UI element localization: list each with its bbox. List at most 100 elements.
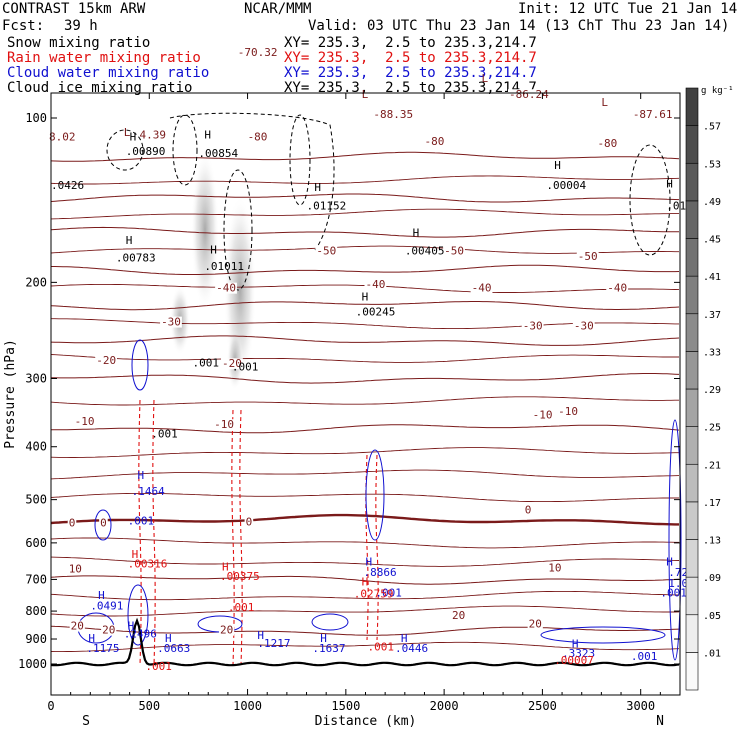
extremum-marker: H (366, 555, 373, 568)
value-label: .00890 (126, 145, 166, 158)
label-backing (99, 517, 108, 529)
label-backing (576, 250, 599, 262)
temperature-contour-minor (50, 537, 679, 549)
extremum-marker: H (126, 234, 133, 247)
x-tick-label: 2500 (528, 699, 557, 713)
y-tick-label: 400 (25, 440, 47, 454)
extremum-marker: H (401, 632, 408, 645)
temperature-label: 20 (102, 624, 115, 637)
label-backing (219, 624, 235, 636)
colorbar-level-label: .09 (703, 573, 721, 584)
label-backing (423, 135, 446, 147)
valid-time: Valid: 03 UTC Thu 23 Jan 14 (13 ChT Thu … (308, 18, 730, 34)
temperature-label: -40 (472, 282, 492, 295)
y-tick-label: 100 (25, 111, 47, 125)
extremum-marker: H (362, 575, 369, 588)
extremum-marker: H (132, 548, 139, 561)
center-label: NCAR/MMM (244, 1, 312, 17)
y-tick-label: 300 (25, 372, 47, 386)
ice-contour (106, 129, 144, 171)
value-label: .1464 (132, 485, 165, 498)
temperature-label: 0 (246, 516, 253, 529)
value-label: .0426 (51, 179, 84, 192)
temperature-label: 20 (220, 624, 233, 637)
cloud-water-contour (365, 449, 385, 541)
colorbar-segment (685, 200, 699, 239)
temperature-label: 0 (525, 503, 532, 516)
colorbar-level-label: .45 (703, 235, 721, 246)
x-tick-label: 1500 (331, 699, 360, 713)
contour-labels: -70.32 -88.35 -86.24 -87.61 -80 -80 -80 -50 -50 -… (49, 46, 695, 673)
temperature-contour-minor (50, 605, 680, 617)
label-backing (572, 320, 595, 332)
label-backing (507, 89, 550, 101)
temperature-label: -30 (161, 316, 181, 329)
temperature-contour--60 (50, 226, 679, 238)
temperature-label: 20 (529, 617, 542, 630)
y-tick-label: 500 (25, 493, 47, 507)
legend-cloud-water-xy: XY= 235.3, 2.5 to 235.3,214.7 (284, 65, 537, 81)
value-label: 8.02 (49, 131, 76, 144)
rain-contour (152, 399, 156, 666)
label-backing (215, 282, 237, 294)
value-label: .00245 (356, 306, 396, 319)
ice-contour (223, 169, 253, 291)
colorbar-segment (685, 351, 699, 390)
temperature-label: -80 (424, 135, 444, 148)
temperature-contour-minor (50, 354, 679, 363)
cloud-water-contour (127, 584, 149, 646)
x-tick-label: 3000 (626, 699, 655, 713)
value-label: .2496 (124, 628, 157, 641)
y-tick-label: 600 (25, 536, 47, 550)
colorbar-level-label: .33 (703, 347, 721, 358)
colorbar-level-label: .21 (703, 460, 721, 471)
extremum-marker: H (314, 181, 321, 194)
value-label: .001 (631, 650, 658, 663)
temperature-contour--20 (50, 373, 680, 384)
cloud-water-contour (311, 613, 349, 631)
label-backing (160, 316, 182, 328)
label-backing (213, 419, 235, 431)
x-tick-label: 1000 (233, 699, 262, 713)
colorbar-segment (685, 463, 699, 503)
temperature-contour-minor (50, 175, 680, 185)
extremum-marker: H (165, 632, 172, 645)
extremum-marker: H (210, 243, 217, 256)
value-label: .00007 (554, 654, 594, 667)
temperature-contour--70 (50, 193, 680, 203)
ice-contour (629, 144, 671, 256)
extremum-marker: H (204, 128, 211, 141)
value-label: .001 (228, 601, 255, 614)
label-backing (364, 279, 387, 291)
temperature-label: 10 (548, 562, 561, 575)
value-label: .001 (660, 586, 687, 599)
value-label: .001 (375, 586, 402, 599)
value-label: .001 (193, 356, 220, 369)
value-label: .00375 (220, 570, 260, 583)
label-backing (221, 358, 243, 370)
temperature-contour-minor (50, 641, 680, 653)
value-label: .001 (151, 428, 178, 441)
temperature-contour-10 (50, 575, 680, 585)
value-label: .0446 (395, 642, 428, 655)
value-label: .3323 (562, 647, 595, 660)
temperature-contour--30 (50, 335, 680, 346)
x-tick-label: 2000 (430, 699, 459, 713)
label-backing (523, 504, 533, 516)
y-tick-label: 900 (25, 632, 47, 646)
value-label: .01152 (307, 199, 347, 212)
value-label: .8866 (364, 566, 397, 579)
value-label: .0491 (90, 600, 123, 613)
colorbar: .01 .05 .09 .13 .17 .21 .25 .29 .33 .37 .41 .45 .49.… (685, 86, 734, 691)
temperature-contour-minor (50, 556, 680, 567)
temperature-label: -40 (607, 282, 627, 295)
temperature-label: 10 (69, 563, 82, 576)
colorbar-level-label: .01 (703, 648, 721, 659)
colorbar-segment (685, 125, 699, 164)
value-label: .001 (128, 514, 155, 527)
temperature-label: -50 (444, 245, 464, 258)
label-backing (470, 282, 493, 294)
hydrometeor-contours (77, 112, 682, 666)
value-label: .001 (232, 360, 259, 373)
